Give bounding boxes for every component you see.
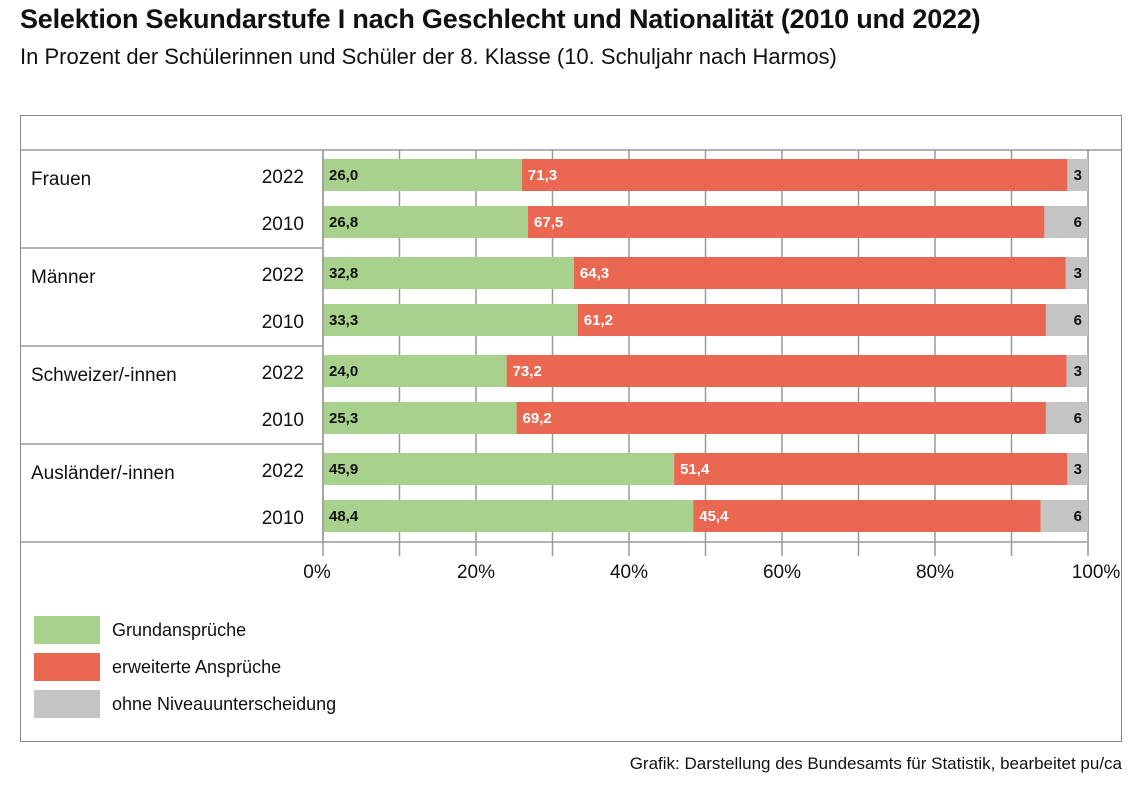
data-label: 3 <box>1074 265 1082 282</box>
x-tick-label: 60% <box>763 562 801 583</box>
year-label: 2010 <box>262 214 304 235</box>
legend-label: ohne Niveauunterscheidung <box>112 693 337 714</box>
legend-swatch <box>34 690 100 718</box>
data-label: 64,3 <box>580 265 609 282</box>
chart-frame: 0% 20% 40% 60% 80% 100% Frauen 2022 26,0 71,3 3 201… <box>20 115 1122 742</box>
bar-segment <box>1040 500 1088 532</box>
bar-segment <box>323 159 522 191</box>
year-label: 2022 <box>262 363 304 384</box>
chart-subtitle: In Prozent der Schülerinnen und Schüler … <box>20 44 837 69</box>
bar-segment <box>1045 402 1088 434</box>
data-label: 45,9 <box>329 461 358 478</box>
legend-swatch <box>34 653 100 681</box>
year-label: 2010 <box>262 410 304 431</box>
bar-segment <box>1067 453 1088 485</box>
data-label: 3 <box>1074 363 1082 380</box>
data-label: 73,2 <box>513 363 542 380</box>
data-label: 6 <box>1074 508 1082 525</box>
legend-label: Grundansprüche <box>112 619 247 640</box>
legend-item-erweiterte: erweiterte Ansprüche <box>34 653 281 681</box>
legend-swatch <box>34 616 100 644</box>
bar-segment <box>521 159 1068 191</box>
bar-segment <box>1045 304 1088 336</box>
data-label: 33,3 <box>329 312 358 329</box>
bar-segment <box>516 402 1046 434</box>
legend-item-ohne-niveau: ohne Niveauunterscheidung <box>34 690 336 718</box>
year-label: 2010 <box>262 312 304 333</box>
x-tick-label: 20% <box>457 562 495 583</box>
data-label: 71,3 <box>528 167 557 184</box>
x-tick-label: 80% <box>916 562 954 583</box>
data-label: 6 <box>1074 410 1082 427</box>
data-label: 26,8 <box>329 214 358 231</box>
bar-segment <box>1067 159 1088 191</box>
legend-label: erweiterte Ansprüche <box>112 656 282 677</box>
bar-segment <box>323 500 694 532</box>
data-label: 25,3 <box>329 410 358 427</box>
x-tick-label: 40% <box>610 562 648 583</box>
bar-chart: 0% 20% 40% 60% 80% 100% Frauen 2022 26,0 71,3 3 201… <box>21 149 1121 583</box>
data-label: 6 <box>1074 312 1082 329</box>
bar-segment <box>323 257 574 289</box>
bar-segment <box>577 304 1046 336</box>
bar-segment <box>573 257 1066 289</box>
data-label: 32,8 <box>329 265 358 282</box>
group-label: Frauen <box>31 169 91 190</box>
data-label: 48,4 <box>329 508 359 525</box>
bar-segment <box>323 402 517 434</box>
group-label: Schweizer/-innen <box>31 365 177 386</box>
bar-segment <box>323 453 675 485</box>
chart-title: Selektion Sekundarstufe I nach Geschlech… <box>20 4 981 34</box>
bar-segment <box>323 355 507 387</box>
bar-segment <box>1065 257 1088 289</box>
data-label: 67,5 <box>534 214 563 231</box>
bar-segment <box>323 304 578 336</box>
bar-segment <box>693 500 1041 532</box>
group-label: Ausländer/-innen <box>31 463 175 484</box>
data-label: 6 <box>1074 214 1082 231</box>
bar-segment <box>1044 206 1088 238</box>
data-label: 45,4 <box>699 508 729 525</box>
data-label: 24,0 <box>329 363 358 380</box>
legend-item-grundansprueche: Grundansprüche <box>34 616 246 644</box>
source-note: Grafik: Darstellung des Bundesamts für S… <box>629 754 1122 773</box>
year-label: 2022 <box>262 167 304 188</box>
bar-segment <box>528 206 1045 238</box>
data-label: 51,4 <box>680 461 710 478</box>
bar-segment <box>1066 355 1088 387</box>
year-label: 2022 <box>262 265 304 286</box>
year-label: 2010 <box>262 508 304 529</box>
data-label: 26,0 <box>329 167 358 184</box>
bar-segment <box>506 355 1067 387</box>
bar-segment <box>674 453 1068 485</box>
x-tick-label: 0% <box>303 562 331 583</box>
data-label: 61,2 <box>584 312 613 329</box>
data-label: 69,2 <box>523 410 552 427</box>
group-label: Männer <box>31 267 96 288</box>
year-label: 2022 <box>262 461 304 482</box>
data-label: 3 <box>1074 167 1082 184</box>
x-tick-label: 100% <box>1072 562 1121 583</box>
data-label: 3 <box>1074 461 1082 478</box>
bar-segment <box>323 206 529 238</box>
